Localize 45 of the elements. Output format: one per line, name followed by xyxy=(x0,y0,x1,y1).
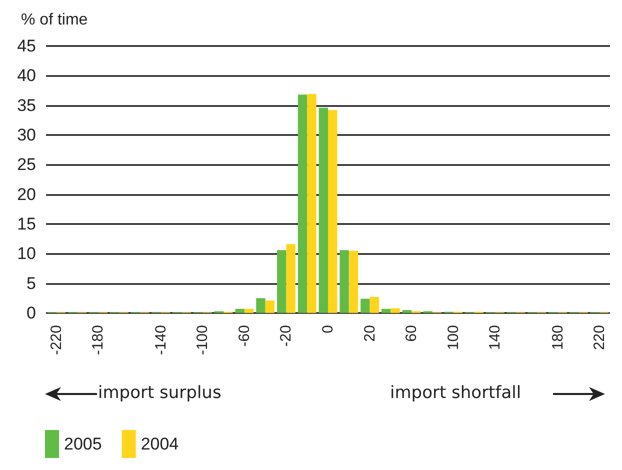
bar xyxy=(381,308,391,313)
x-tick-label: -220 xyxy=(48,325,65,356)
bar xyxy=(277,250,286,313)
x-tick-label: -140 xyxy=(152,325,170,356)
y-tick-label: 45 xyxy=(17,36,36,56)
x-tick-label: -100 xyxy=(194,325,212,356)
x-tick-label: 180 xyxy=(549,325,566,350)
x-tick-label: 0 xyxy=(320,325,336,334)
y-axis-title: % of time xyxy=(21,12,88,28)
x-tick-label: 220 xyxy=(591,325,608,350)
x-tick-label: -20 xyxy=(278,325,295,347)
legend-label: 2005 xyxy=(64,434,102,454)
text: import shortfall xyxy=(390,383,522,403)
bar xyxy=(235,308,244,313)
x-tick-label: -180 xyxy=(90,325,107,356)
bar xyxy=(298,94,308,313)
y-tick-label: 15 xyxy=(17,214,36,234)
bar xyxy=(402,310,412,313)
bar xyxy=(265,300,275,313)
x-tick-label: 140 xyxy=(486,325,504,350)
bar xyxy=(340,250,349,313)
y-tick-label: 5 xyxy=(26,274,36,293)
text: import surplus xyxy=(98,383,222,403)
bar xyxy=(244,308,254,313)
x-tick-label: 100 xyxy=(444,325,462,350)
bar xyxy=(328,110,338,313)
bar xyxy=(348,250,358,313)
x-tick-label: -60 xyxy=(236,325,253,347)
legend-label: 2004 xyxy=(140,434,179,454)
bar xyxy=(390,308,400,313)
y-tick-label: 25 xyxy=(17,155,36,174)
bar xyxy=(256,298,266,313)
y-tick-label: 20 xyxy=(17,184,36,204)
bar xyxy=(360,298,370,313)
y-tick-label: 35 xyxy=(17,96,36,115)
x-tick-label: 60 xyxy=(403,325,420,342)
bar xyxy=(307,94,316,313)
x-tick-label: 20 xyxy=(361,325,378,342)
bar xyxy=(286,244,296,313)
y-tick-label: 30 xyxy=(17,126,36,144)
y-tick-label: 0 xyxy=(26,304,36,322)
y-tick-label: 40 xyxy=(17,66,36,86)
y-tick-label: 10 xyxy=(17,244,36,264)
bar xyxy=(318,108,328,313)
bar xyxy=(370,296,379,313)
